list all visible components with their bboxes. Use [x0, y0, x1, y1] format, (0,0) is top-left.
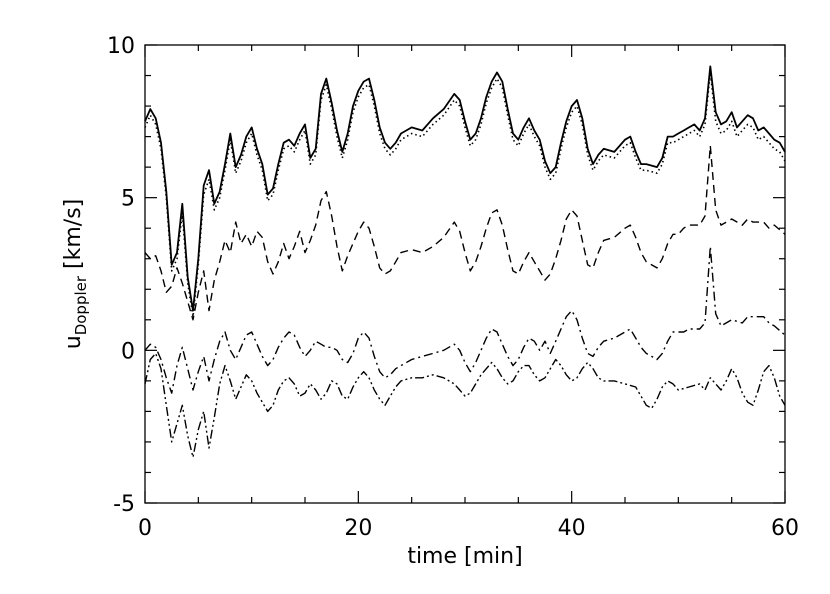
x-tick-label: 20	[344, 516, 372, 541]
y-tick-label: -5	[113, 492, 135, 517]
series-line-dotted	[144, 71, 786, 318]
x-tick-label: 60	[771, 516, 799, 541]
series-line-solid	[144, 65, 786, 312]
y-axis-label-sub: Doppler	[72, 275, 90, 335]
x-tick-label: 40	[558, 516, 586, 541]
plot-frame	[144, 44, 786, 504]
y-axis-label-unit: [km/s]	[61, 199, 86, 276]
axis-ticks	[144, 44, 786, 504]
y-axis-label: uDoppler [km/s]	[61, 199, 90, 350]
series-line-dashed	[144, 145, 786, 321]
series-lines	[144, 65, 786, 458]
y-axis-label-main: u	[61, 335, 86, 349]
x-tick-label: 0	[138, 516, 152, 541]
y-tick-label: 5	[121, 187, 135, 212]
series-line-dash-dot	[144, 245, 786, 394]
series-line-dash-dot-dot	[144, 352, 786, 458]
y-tick-label: 10	[107, 34, 135, 59]
y-tick-label: 0	[121, 339, 135, 364]
x-axis-label: time [min]	[407, 544, 522, 569]
